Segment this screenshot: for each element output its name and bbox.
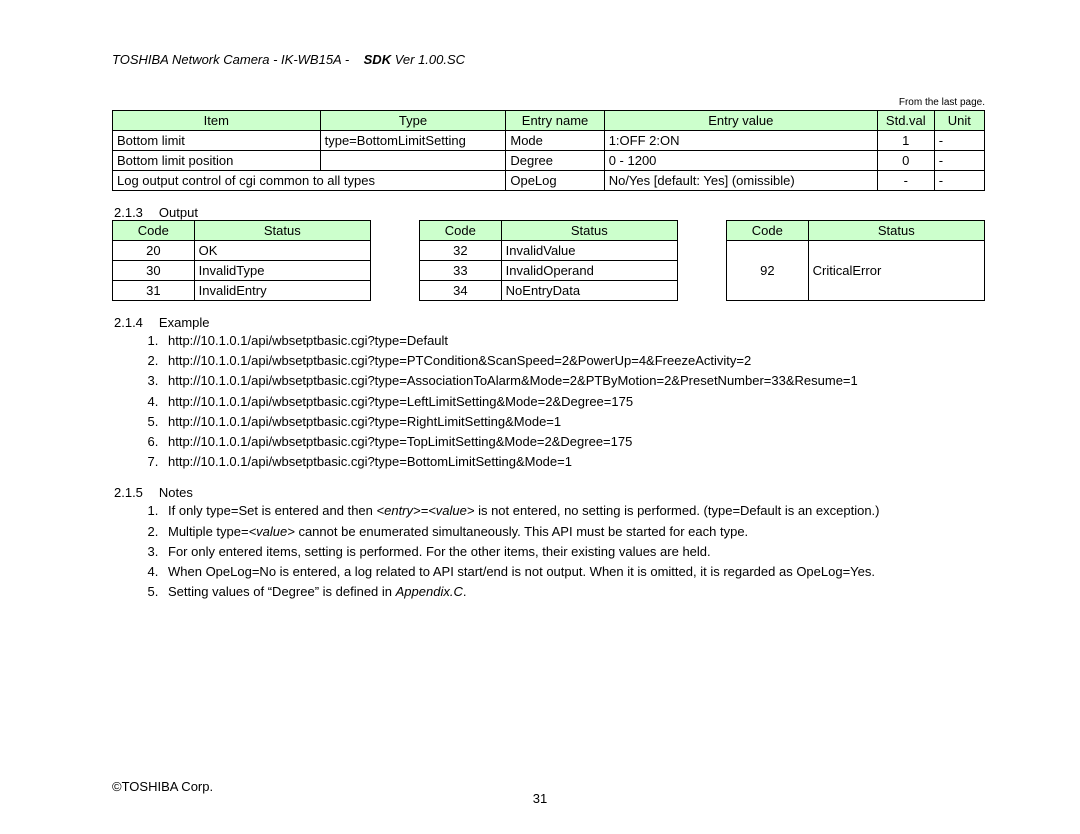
table-row: 34NoEntryData	[420, 281, 678, 301]
list-item: http://10.1.0.1/api/wbsetptbasic.cgi?typ…	[162, 453, 985, 471]
table-header: Entry value	[604, 111, 877, 131]
section-label: Notes	[159, 485, 193, 500]
table-header: Status	[808, 221, 984, 241]
table-cell: 1:OFF 2:ON	[604, 131, 877, 151]
list-item: http://10.1.0.1/api/wbsetptbasic.cgi?typ…	[162, 332, 985, 350]
code-tables-row: CodeStatus20OK30InvalidType31InvalidEntr…	[112, 220, 985, 301]
table-cell: 30	[113, 261, 195, 281]
table-cell: Degree	[506, 151, 604, 171]
product-name: TOSHIBA Network Camera - IK-WB15A -	[112, 52, 349, 67]
list-item: Multiple type=<value> cannot be enumerat…	[162, 523, 985, 541]
table-cell: Log output control of cgi common to all …	[113, 171, 506, 191]
sdk-label: SDK	[364, 52, 391, 67]
list-item: http://10.1.0.1/api/wbsetptbasic.cgi?typ…	[162, 393, 985, 411]
section-number: 2.1.3	[114, 205, 143, 220]
from-last-page-note: From the last page.	[112, 97, 985, 108]
doc-header: TOSHIBA Network Camera - IK-WB15A - SDK …	[112, 52, 985, 67]
output-section-heading: 2.1.3 Output	[112, 205, 985, 220]
notes-section-heading: 2.1.5 Notes	[112, 485, 985, 500]
table-row: 92CriticalError	[727, 241, 985, 301]
sdk-version: Ver 1.00.SC	[391, 52, 465, 67]
table-cell: 0 - 1200	[604, 151, 877, 171]
table-header: Item	[113, 111, 321, 131]
table-cell: -	[934, 171, 984, 191]
main-table: ItemTypeEntry nameEntry valueStd.valUnit…	[112, 110, 985, 191]
section-label: Output	[159, 205, 198, 220]
list-item: http://10.1.0.1/api/wbsetptbasic.cgi?typ…	[162, 433, 985, 451]
table-header: Status	[194, 221, 370, 241]
table-cell: OpeLog	[506, 171, 604, 191]
table-cell: InvalidValue	[501, 241, 677, 261]
table-row: Log output control of cgi common to all …	[113, 171, 985, 191]
table-cell	[320, 151, 506, 171]
table-header: Type	[320, 111, 506, 131]
table-cell: CriticalError	[808, 241, 984, 301]
table-cell: 31	[113, 281, 195, 301]
table-cell: 34	[420, 281, 502, 301]
list-item: If only type=Set is entered and then <en…	[162, 502, 985, 520]
table-cell: type=BottomLimitSetting	[320, 131, 506, 151]
table-header: Std.val	[877, 111, 934, 131]
table-row: 30InvalidType	[113, 261, 371, 281]
table-header: Code	[113, 221, 195, 241]
section-number: 2.1.4	[114, 315, 143, 330]
code-table: CodeStatus92CriticalError	[726, 220, 985, 301]
list-item: http://10.1.0.1/api/wbsetptbasic.cgi?typ…	[162, 352, 985, 370]
list-item: http://10.1.0.1/api/wbsetptbasic.cgi?typ…	[162, 413, 985, 431]
table-cell: -	[934, 131, 984, 151]
table-cell: 1	[877, 131, 934, 151]
list-item: http://10.1.0.1/api/wbsetptbasic.cgi?typ…	[162, 372, 985, 390]
code-table: CodeStatus32InvalidValue33InvalidOperand…	[419, 220, 678, 301]
table-row: 31InvalidEntry	[113, 281, 371, 301]
table-cell: 20	[113, 241, 195, 261]
section-label: Example	[159, 315, 210, 330]
table-row: 32InvalidValue	[420, 241, 678, 261]
notes-list: If only type=Set is entered and then <en…	[112, 502, 985, 601]
list-item: When OpeLog=No is entered, a log related…	[162, 563, 985, 581]
table-row: Bottom limit position Degree0 - 12000-	[113, 151, 985, 171]
example-section-heading: 2.1.4 Example	[112, 315, 985, 330]
table-row: 20OK	[113, 241, 371, 261]
table-cell: Bottom limit	[113, 131, 321, 151]
table-cell: 32	[420, 241, 502, 261]
table-cell: 92	[727, 241, 809, 301]
example-list: http://10.1.0.1/api/wbsetptbasic.cgi?typ…	[112, 332, 985, 471]
table-header: Unit	[934, 111, 984, 131]
table-cell: InvalidEntry	[194, 281, 370, 301]
table-row: 33InvalidOperand	[420, 261, 678, 281]
table-cell: NoEntryData	[501, 281, 677, 301]
table-cell: 33	[420, 261, 502, 281]
code-table: CodeStatus20OK30InvalidType31InvalidEntr…	[112, 220, 371, 301]
table-cell: -	[877, 171, 934, 191]
table-cell: Mode	[506, 131, 604, 151]
table-header: Status	[501, 221, 677, 241]
table-cell: No/Yes [default: Yes] (omissible)	[604, 171, 877, 191]
table-cell: Bottom limit position	[113, 151, 321, 171]
table-header: Code	[420, 221, 502, 241]
table-header: Entry name	[506, 111, 604, 131]
list-item: For only entered items, setting is perfo…	[162, 543, 985, 561]
table-row: Bottom limittype=BottomLimitSettingMode1…	[113, 131, 985, 151]
section-number: 2.1.5	[114, 485, 143, 500]
table-cell: InvalidOperand	[501, 261, 677, 281]
table-cell: -	[934, 151, 984, 171]
table-cell: 0	[877, 151, 934, 171]
table-cell: InvalidType	[194, 261, 370, 281]
table-header: Code	[727, 221, 809, 241]
table-cell: OK	[194, 241, 370, 261]
page-number: 31	[0, 791, 1080, 806]
list-item: Setting values of “Degree” is defined in…	[162, 583, 985, 601]
